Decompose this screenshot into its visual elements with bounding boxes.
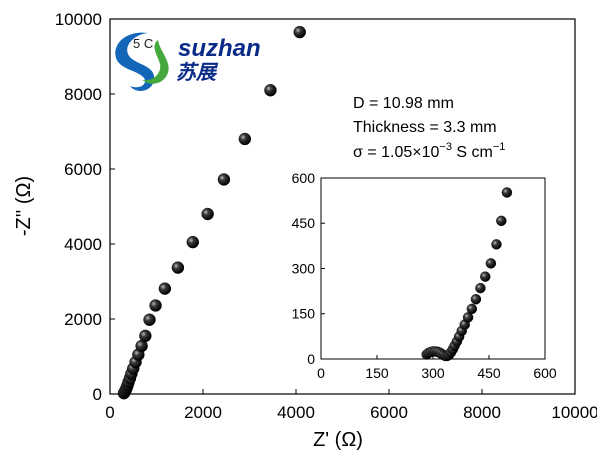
data-point	[139, 329, 152, 343]
conductivity-units-exponent: −1	[493, 141, 506, 153]
data-point	[264, 84, 277, 97]
x-tick-label: 2000	[184, 403, 222, 422]
data-point	[475, 282, 486, 294]
y-tick-label: 150	[292, 306, 316, 322]
main-series	[117, 25, 306, 400]
data-point	[158, 282, 172, 295]
y-tick-label: 0	[93, 385, 102, 404]
x-tick-label: 10000	[551, 403, 597, 422]
data-point	[470, 294, 482, 305]
data-point	[171, 261, 185, 274]
data-point	[186, 235, 199, 249]
data-point	[143, 313, 156, 326]
y-axis-label: -Z'' (Ω)	[13, 176, 35, 236]
x-axis-label: Z' (Ω)	[313, 429, 363, 451]
annotation-diameter: D = 10.98 mm	[353, 95, 454, 112]
logo-text-cn: 苏展	[176, 60, 219, 84]
data-point	[480, 271, 491, 282]
x-tick-label: 6000	[370, 403, 408, 422]
data-point	[217, 173, 231, 186]
x-tick-label: 0	[317, 365, 325, 381]
data-point	[149, 299, 162, 312]
annotation-conductivity: σ = 1.05×10−3 S cm−1	[353, 141, 505, 161]
x-tick-label: 8000	[463, 403, 501, 422]
y-tick-label: 10000	[55, 10, 102, 29]
data-point	[293, 25, 306, 39]
logo-text-en: suzhan	[178, 35, 261, 62]
x-tick-label: 300	[421, 365, 445, 381]
annotation-thickness: Thickness = 3.3 mm	[353, 119, 497, 136]
y-tick-label: 4000	[64, 235, 102, 254]
data-point	[485, 258, 497, 269]
y-tick-label: 300	[292, 260, 316, 276]
x-tick-label: 0	[105, 403, 114, 422]
logo-swoosh-blue	[115, 32, 155, 91]
data-point	[238, 132, 252, 146]
inset-series	[421, 187, 513, 362]
y-tick-label: 8000	[64, 85, 102, 104]
conductivity-exponent: −3	[439, 141, 452, 153]
logo-badge-text: 5 C	[133, 36, 153, 51]
x-tick-label: 450	[477, 365, 501, 381]
data-point	[496, 215, 507, 227]
y-tick-label: 450	[292, 215, 316, 231]
suzhan-logo: 5 C suzhan 苏展	[115, 32, 261, 91]
data-point	[491, 239, 502, 250]
data-point	[501, 187, 513, 198]
conductivity-prefix: σ = 1.05×10	[353, 144, 439, 161]
conductivity-units: S cm	[452, 144, 493, 161]
y-tick-label: 600	[292, 170, 316, 186]
y-tick-label: 0	[307, 351, 315, 367]
inset-axis-ticks: 0 150 300 450 600 0 150 300 450 600	[292, 170, 557, 381]
data-point	[466, 303, 478, 315]
logo-swoosh-green	[142, 40, 169, 84]
x-tick-label: 150	[365, 365, 389, 381]
main-axis-ticks: 0 2000 4000 6000 8000 10000020004000600080001…	[55, 10, 597, 422]
y-tick-label: 6000	[64, 160, 102, 179]
main-plot-frame	[109, 18, 576, 395]
x-tick-label: 600	[533, 365, 557, 381]
inset-plot-frame	[320, 177, 546, 360]
y-tick-label: 2000	[64, 310, 102, 329]
data-point	[201, 207, 214, 221]
x-tick-label: 4000	[277, 403, 315, 422]
